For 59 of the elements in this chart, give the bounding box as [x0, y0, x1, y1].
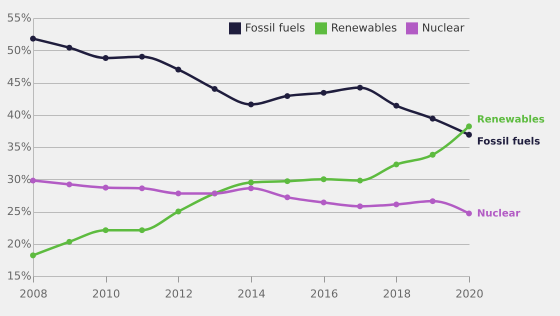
x-tick-label: 2016: [310, 288, 338, 300]
y-tick-label: 50%: [7, 44, 32, 57]
point: [320, 90, 327, 96]
point: [175, 66, 182, 73]
x-tick-label: 2008: [20, 288, 48, 300]
x-tick-label: 2020: [456, 288, 484, 300]
point: [175, 190, 182, 196]
point: [248, 185, 254, 192]
y-tick-label: 25%: [7, 205, 32, 218]
y-tick-label: 20%: [7, 237, 32, 250]
text: Fossil fuels: [477, 136, 540, 148]
point: [284, 194, 290, 200]
y-tick-label: 35%: [7, 140, 32, 154]
x-tick-label: 2018: [382, 288, 411, 300]
point: [284, 178, 290, 184]
legend-label: Fossil fuels: [245, 21, 306, 34]
point: [30, 178, 36, 184]
y-tick-label: 45%: [7, 76, 32, 89]
point: [248, 101, 254, 108]
y-tick-label: 55%: [7, 12, 32, 24]
text: Renewables: [477, 114, 545, 126]
point: [320, 176, 327, 182]
point: [139, 227, 145, 234]
point: [357, 203, 363, 210]
point: [357, 84, 363, 91]
text: Nuclear: [477, 208, 520, 220]
y-tick-label: 40%: [7, 108, 32, 122]
point: [466, 132, 472, 138]
point: [66, 44, 72, 51]
point: [30, 252, 36, 258]
point: [102, 55, 109, 61]
point: [212, 86, 218, 92]
y-tick-label: 15%: [7, 270, 32, 282]
x-tick-label: 2014: [238, 288, 266, 300]
point: [248, 180, 254, 186]
legend-label: Nuclear: [422, 21, 465, 34]
point: [284, 93, 290, 99]
point: [393, 102, 400, 109]
point: [102, 227, 109, 234]
point: [30, 36, 36, 42]
point: [430, 116, 436, 122]
y-tick-label: 30%: [7, 172, 32, 186]
point: [466, 210, 472, 216]
point: [139, 54, 145, 60]
point: [139, 185, 145, 192]
x-tick-label: 2010: [92, 288, 120, 300]
point: [320, 200, 327, 206]
point: [66, 238, 72, 245]
point: [102, 184, 109, 191]
point: [357, 178, 363, 184]
point: [430, 152, 436, 158]
point: [66, 181, 72, 188]
legend-label: Renewables: [331, 21, 398, 34]
point: [430, 198, 436, 204]
point: [393, 161, 400, 168]
x-tick-label: 2012: [164, 288, 193, 300]
point: [393, 201, 400, 208]
point: [466, 123, 472, 130]
point: [175, 208, 182, 214]
